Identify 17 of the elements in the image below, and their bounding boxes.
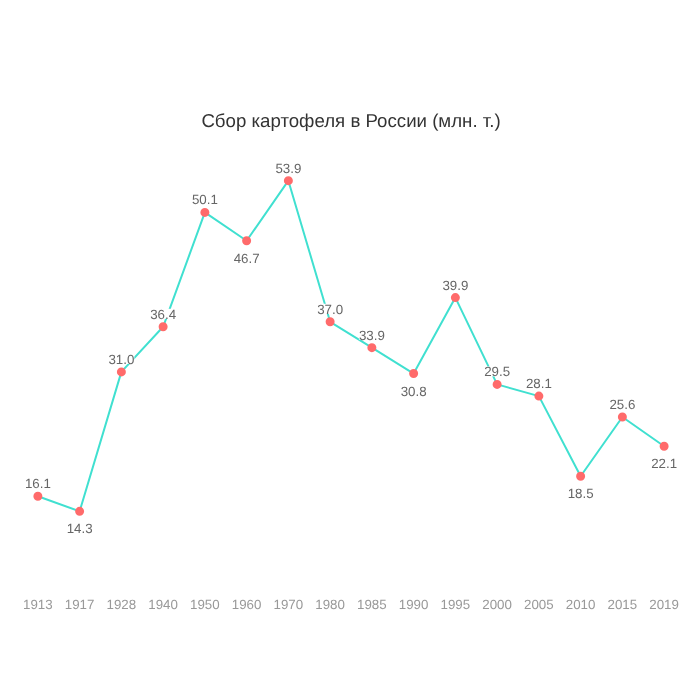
- point: [33, 491, 43, 501]
- point: [576, 471, 586, 481]
- point: [200, 207, 210, 217]
- point: [534, 391, 544, 401]
- point: [659, 441, 669, 451]
- point: [158, 322, 168, 332]
- point: [367, 343, 377, 353]
- point: [75, 506, 85, 516]
- point: [283, 176, 293, 186]
- point: [242, 236, 252, 246]
- point: [492, 379, 502, 389]
- point: [325, 317, 335, 327]
- point: [450, 293, 460, 303]
- point: [116, 367, 126, 377]
- point: [617, 412, 627, 422]
- chart-title: Сбор картофеля в России (млн. т.): [201, 111, 501, 131]
- point: [409, 369, 419, 379]
